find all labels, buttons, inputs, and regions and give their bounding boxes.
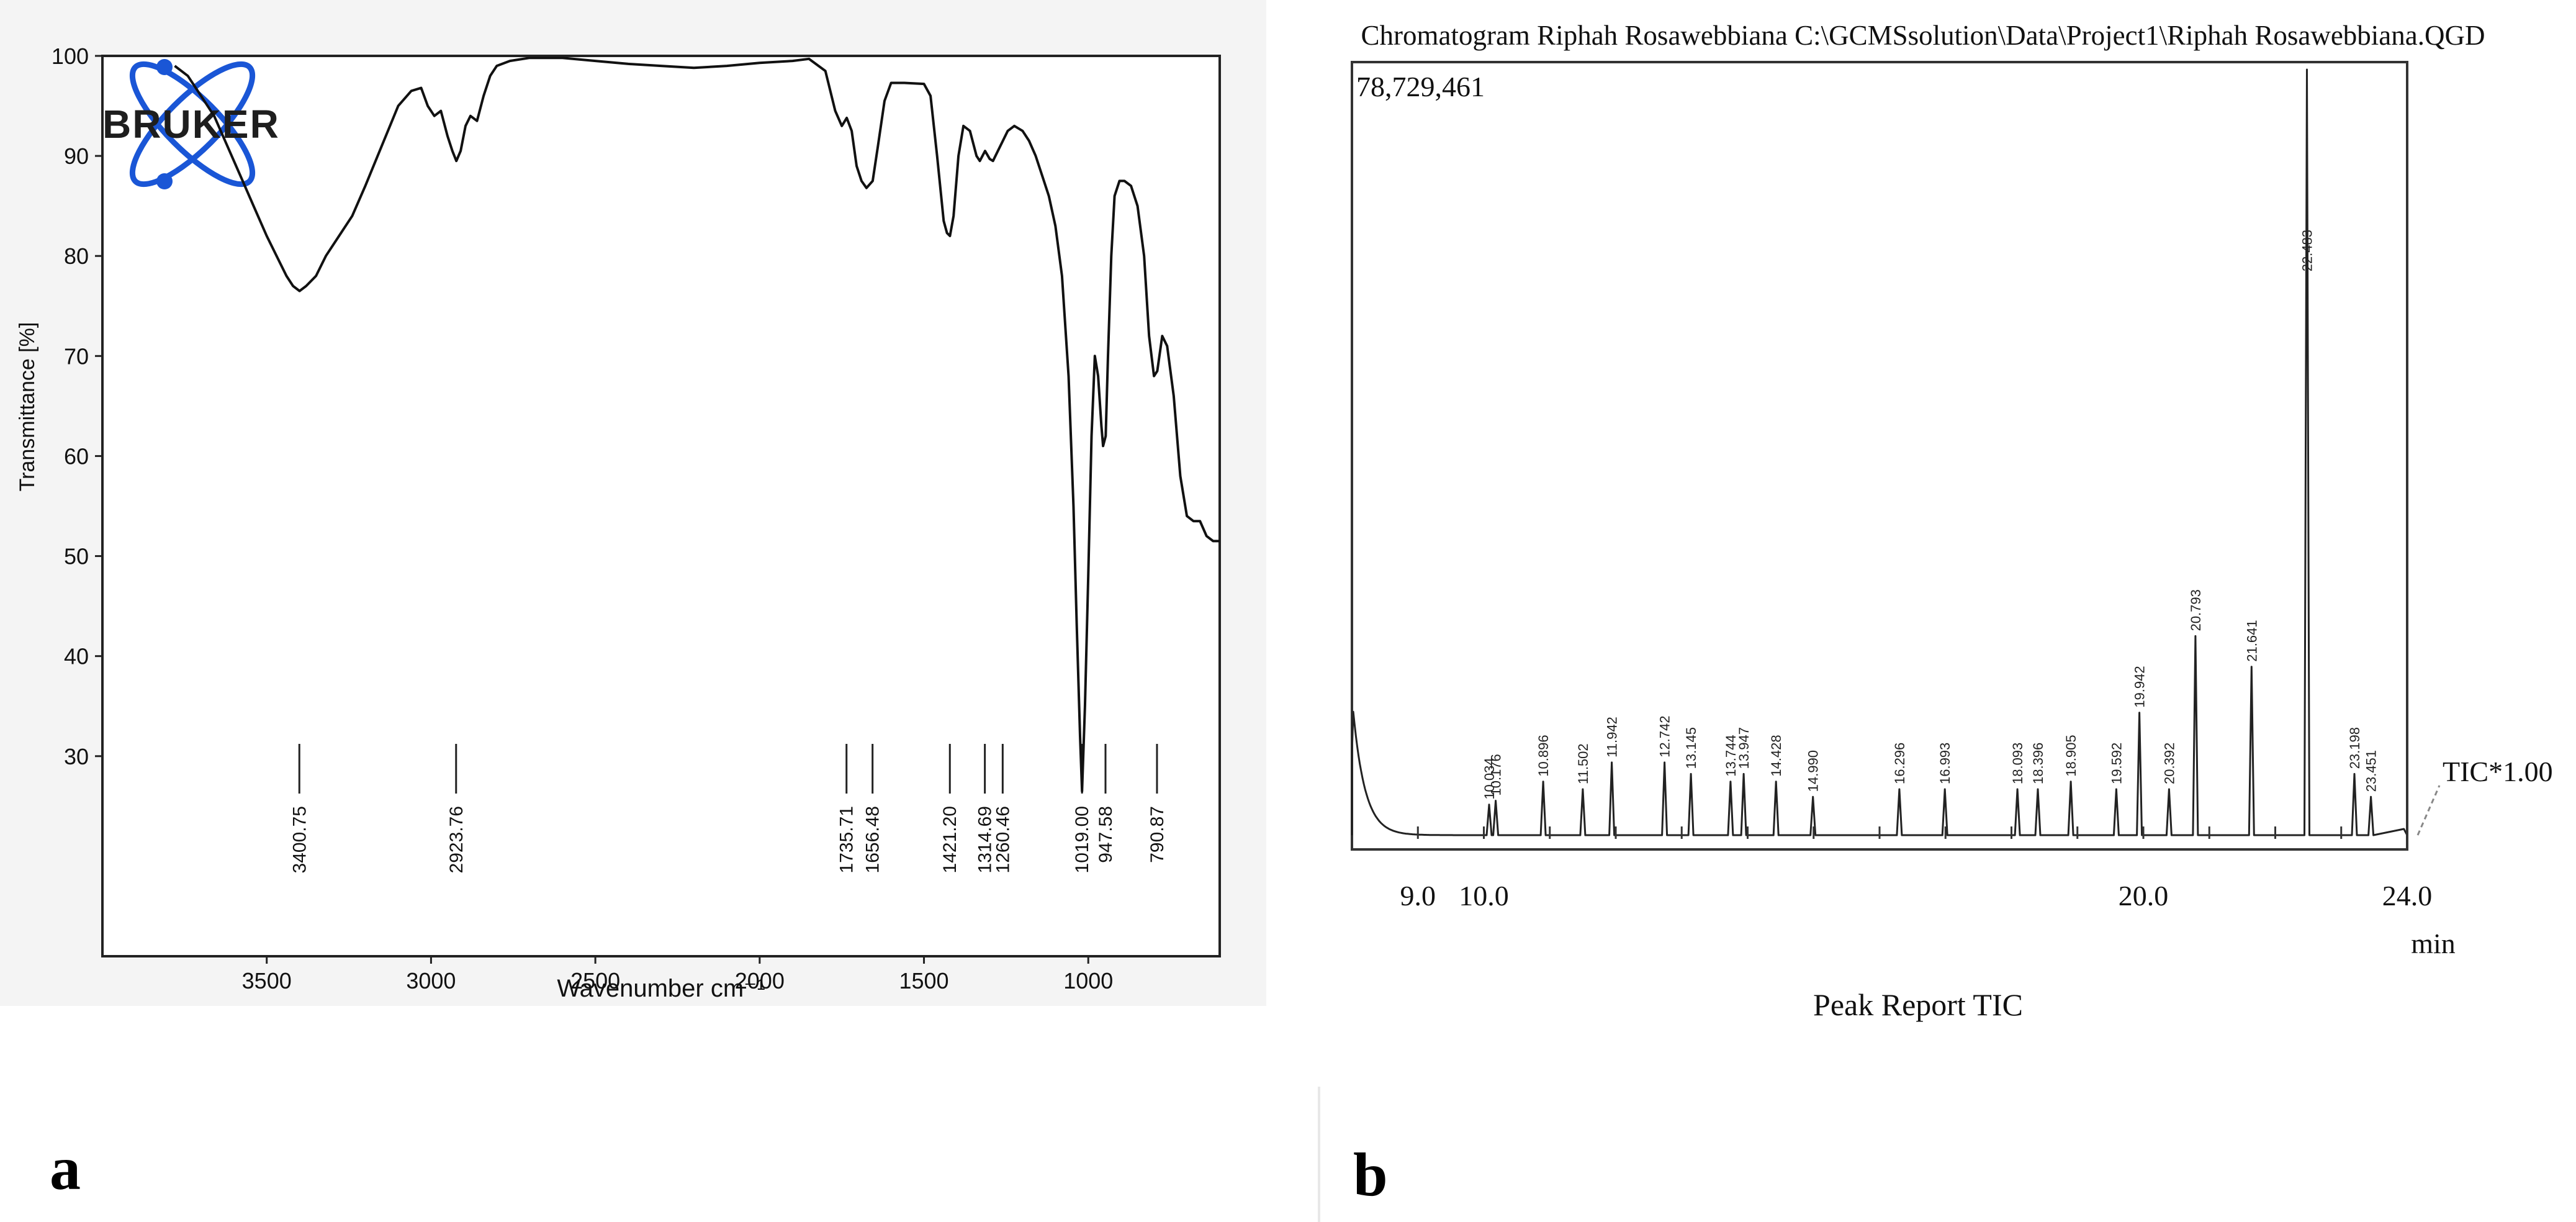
ir-panel: BRUKER 30 40 50 60 70 80 90 100 3500 3000 2500 2000… xyxy=(0,0,1266,1006)
gc-x-tick-label: 10.0 xyxy=(1459,880,1509,912)
ir-y-tick-label: 80 xyxy=(64,243,89,269)
logo-orbit-2 xyxy=(129,61,256,188)
ir-axis-ticks: 30 40 50 60 70 80 90 100 3500 3000 2500 2000 1500 100… xyxy=(52,43,1113,993)
ir-peak-label: 1314.69 xyxy=(975,806,996,873)
gc-peak-label: 12.742 xyxy=(1657,716,1673,758)
gc-x-tick-label: 9.0 xyxy=(1400,880,1436,912)
ir-x-tick-label: 1000 xyxy=(1063,968,1113,993)
gc-peak-label: 16.296 xyxy=(1892,743,1907,784)
ir-peak-markers: 3400.75 2923.76 1735.71 1656.48 1421.20 1314.… xyxy=(289,744,1168,873)
ir-peak-label: 790.87 xyxy=(1147,806,1168,863)
bruker-logo-text: BRUKER xyxy=(102,102,280,147)
ir-peak-label: 3400.75 xyxy=(289,806,310,873)
bruker-logo: BRUKER xyxy=(102,59,280,189)
gc-peak-label: 13.145 xyxy=(1683,727,1699,769)
gc-peak-label: 18.093 xyxy=(2010,743,2025,784)
gc-x-tick-label: 24.0 xyxy=(2382,880,2433,912)
ir-plot-frame xyxy=(101,55,1221,957)
gc-tic-trace xyxy=(1351,68,2408,836)
ir-y-tick-label: 100 xyxy=(52,43,89,69)
ir-y-axis-label: Transmittance [%] xyxy=(16,322,39,492)
gc-peak-label: 20.392 xyxy=(2161,743,2177,784)
logo-orbit-1 xyxy=(129,61,256,188)
ir-peak-label: 2923.76 xyxy=(446,806,467,873)
logo-electron-1 xyxy=(156,59,173,75)
logo-electron-2 xyxy=(156,173,173,189)
ir-y-tick-label: 70 xyxy=(64,343,89,369)
gc-footer: Peak Report TIC xyxy=(1813,987,2023,1022)
gc-peak-label: 10.896 xyxy=(1536,735,1551,776)
gc-peak-label: 18.905 xyxy=(2063,735,2079,776)
panel-a-label: a xyxy=(50,1134,81,1203)
gc-peak-label: 19.942 xyxy=(2132,666,2148,707)
ir-y-tick-label: 90 xyxy=(64,143,89,169)
ir-peak-label: 1656.48 xyxy=(863,806,883,873)
ir-spectrum-line xyxy=(174,57,1220,793)
ir-peak-label: 1019.00 xyxy=(1072,806,1092,873)
gc-peak-label: 10.034 xyxy=(1482,758,1497,799)
ir-peak-label: 1735.71 xyxy=(837,806,857,873)
gc-peak-label: 21.641 xyxy=(2244,620,2259,661)
gc-peak-label: 19.592 xyxy=(2109,743,2124,784)
gc-panel: Chromatogram Riphah Rosawebbiana C:\GCMS… xyxy=(1351,20,2553,1022)
ir-y-tick-label: 50 xyxy=(64,544,89,569)
ir-y-tick-label: 30 xyxy=(64,744,89,769)
gc-legend-leader xyxy=(2416,785,2441,836)
gc-peak-label: 23.198 xyxy=(2347,727,2362,769)
gc-plot-frame xyxy=(1351,61,2408,851)
gc-x-tick-label: 20.0 xyxy=(2119,880,2169,912)
ir-x-axis-label: Wavenumber cm⁻¹ xyxy=(557,975,765,1002)
gc-max-intensity: 78,729,461 xyxy=(1356,71,1485,102)
panel-b-label: b xyxy=(1353,1140,1388,1209)
gc-peak-label: 13.947 xyxy=(1736,727,1752,769)
ir-peak-label: 1421.20 xyxy=(940,806,960,873)
gc-title: Chromatogram Riphah Rosawebbiana C:\GCMS… xyxy=(1361,20,2485,51)
gc-peak-label: 20.793 xyxy=(2188,589,2204,631)
gc-peak-label: 18.396 xyxy=(2030,743,2046,784)
gc-axis-ticks: 9.0 10.0 20.0 24.0 xyxy=(1400,826,2433,912)
ir-y-tick-label: 40 xyxy=(64,644,89,669)
gc-x-unit: min xyxy=(2411,928,2456,959)
ir-y-tick-label: 60 xyxy=(64,443,89,469)
ir-peak-label: 1260.46 xyxy=(993,806,1013,873)
gc-peak-label: 23.451 xyxy=(2364,750,2379,792)
gc-peak-label: 14.428 xyxy=(1768,735,1784,776)
ir-x-tick-label: 1500 xyxy=(899,968,948,993)
gc-peak-label: 11.502 xyxy=(1575,743,1591,784)
ir-peak-label: 947.58 xyxy=(1096,806,1116,863)
gc-peak-label: 16.993 xyxy=(1937,743,1953,784)
ir-x-tick-label: 2500 xyxy=(570,968,620,993)
gc-peak-label: 11.942 xyxy=(1605,717,1620,758)
gc-series-label: TIC*1.00 xyxy=(2443,756,2553,787)
ir-x-tick-label: 3000 xyxy=(406,968,456,993)
gc-peak-label: 13.744 xyxy=(1723,735,1739,776)
ir-x-tick-label: 2000 xyxy=(735,968,785,993)
gc-peak-label: 14.990 xyxy=(1806,750,1821,792)
ir-x-tick-label: 3500 xyxy=(242,968,292,993)
gc-peak-label: 10.176 xyxy=(1488,754,1504,795)
